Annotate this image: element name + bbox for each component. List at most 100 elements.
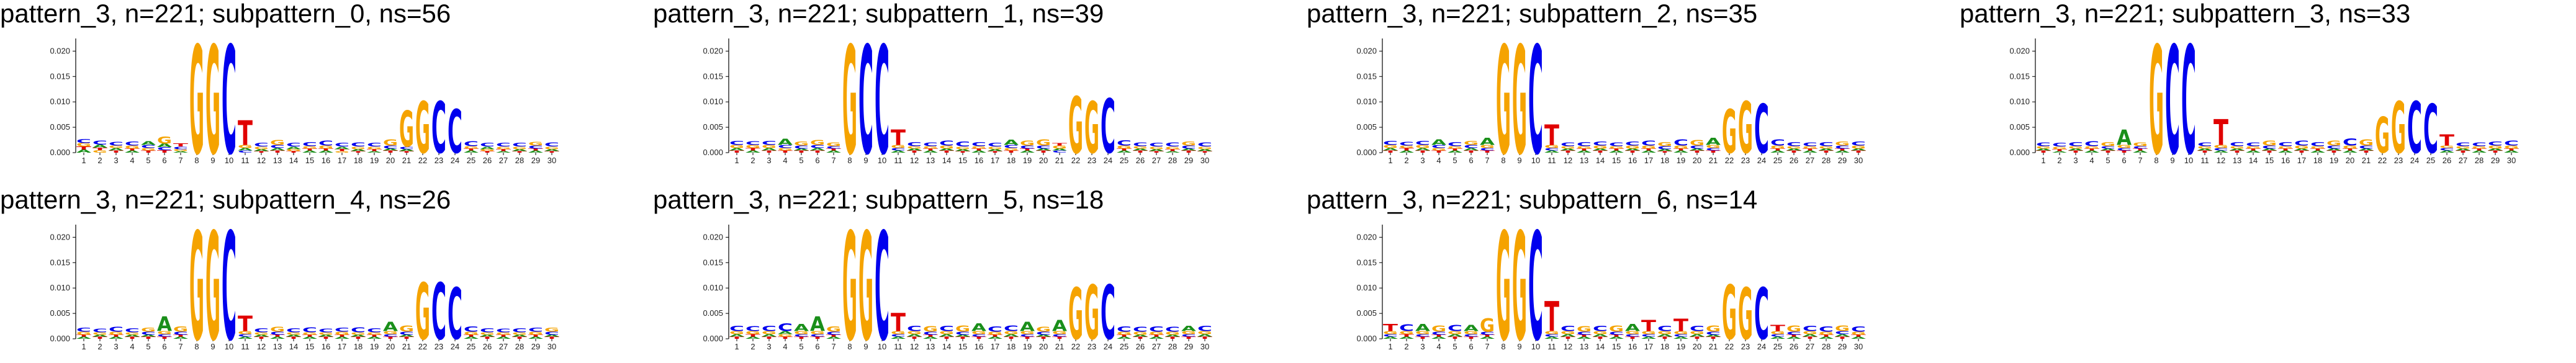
- svg-text:T: T: [351, 336, 366, 339]
- svg-text:C: C: [1197, 325, 1212, 333]
- logo-letter-C: C: [1754, 273, 1769, 356]
- logo-letter-C: C: [173, 146, 188, 150]
- x-tick-label: 8: [1501, 156, 1505, 165]
- svg-text:G: G: [794, 330, 809, 335]
- svg-text:G: G: [2472, 145, 2487, 150]
- logo-letter-A: A: [2101, 148, 2115, 151]
- svg-text:G: G: [1399, 330, 1414, 335]
- logo-letter-C: C: [270, 144, 285, 149]
- panel-title: pattern_3, n=221; subpattern_2, ns=35: [1307, 0, 1758, 28]
- svg-text:C: C: [109, 326, 124, 333]
- y-tick-label: 0.000: [703, 148, 723, 157]
- svg-text:T: T: [2133, 148, 2148, 151]
- x-tick-label: 5: [799, 156, 803, 165]
- x-tick-label: 11: [241, 342, 250, 351]
- logo-letter-T: T: [1770, 324, 1785, 334]
- svg-text:G: G: [1706, 325, 1721, 334]
- x-tick-label: 5: [2105, 156, 2110, 165]
- logo-letter-C: C: [1101, 271, 1115, 357]
- svg-text:G: G: [2294, 145, 2309, 150]
- logo-letter-G: G: [238, 330, 253, 335]
- x-tick-label: 17: [338, 156, 346, 165]
- logo-letter-G: G: [1004, 147, 1019, 151]
- logo-letter-A: A: [1383, 147, 1398, 151]
- svg-text:T: T: [76, 146, 91, 151]
- svg-text:A: A: [923, 336, 938, 339]
- logo-letter-C: C: [794, 145, 809, 150]
- logo-letter-G: G: [1068, 273, 1083, 356]
- svg-text:C: C: [464, 325, 479, 333]
- x-tick-label: 27: [1806, 342, 1814, 351]
- svg-text:T: T: [1803, 336, 1817, 339]
- panel-title: pattern_3, n=221; subpattern_4, ns=26: [0, 185, 451, 214]
- svg-text:T: T: [1835, 148, 1850, 151]
- x-tick-label: 24: [451, 156, 459, 165]
- svg-text:C: C: [1851, 140, 1866, 147]
- logo-letter-G: G: [1722, 98, 1737, 168]
- logo-letter-G: G: [496, 146, 511, 150]
- x-tick-label: 3: [2073, 156, 2078, 165]
- svg-text:T: T: [745, 333, 760, 338]
- logo-letter-C: C: [1593, 325, 1608, 333]
- logo-letter-C: C: [448, 98, 462, 168]
- logo-letter-C: C: [1181, 333, 1196, 338]
- logo-letter-A: A: [1577, 150, 1592, 153]
- svg-text:G: G: [2197, 145, 2212, 150]
- svg-text:C: C: [1851, 325, 1866, 333]
- logo-letter-G: G: [971, 145, 986, 150]
- logo-letter-G: G: [891, 330, 906, 335]
- logo-letter-G: G: [2230, 145, 2245, 150]
- svg-text:G: G: [2068, 145, 2083, 150]
- x-tick-label: 7: [178, 342, 182, 351]
- logo-letter-A: A: [1577, 336, 1592, 339]
- svg-text:T: T: [157, 150, 172, 154]
- svg-text:T: T: [1448, 148, 1462, 151]
- svg-text:T: T: [2101, 150, 2115, 153]
- svg-text:G: G: [383, 330, 398, 335]
- logo-letter-G: G: [2084, 145, 2099, 150]
- logo-letter-G: G: [528, 331, 543, 336]
- x-tick-label: 19: [1023, 342, 1032, 351]
- logo-letter-A: A: [335, 336, 349, 339]
- x-tick-label: 14: [1596, 156, 1605, 165]
- logo-letter-T: T: [1577, 148, 1592, 151]
- svg-text:T: T: [907, 336, 922, 339]
- logo-letter-T: T: [2326, 150, 2341, 153]
- x-tick-label: 9: [1517, 156, 1521, 165]
- svg-text:G: G: [2504, 145, 2519, 150]
- logo-letter-T: T: [729, 336, 744, 339]
- x-tick-label: 20: [1039, 156, 1048, 165]
- svg-text:T: T: [1706, 336, 1721, 339]
- svg-text:G: G: [2262, 140, 2277, 147]
- logo-letter-A: A: [1036, 334, 1051, 337]
- logo-letter-C: C: [1609, 331, 1624, 336]
- logo-letter-A: A: [2133, 150, 2148, 153]
- logo-letter-C: C: [971, 333, 986, 338]
- svg-text:G: G: [512, 331, 527, 336]
- logo-letter-C: C: [76, 138, 91, 145]
- x-tick-label: 2: [1404, 342, 1408, 351]
- svg-text:C: C: [157, 333, 172, 338]
- logo-letter-G: G: [1036, 326, 1051, 333]
- logo-letter-G: G: [480, 148, 495, 151]
- logo-letter-A: A: [76, 336, 91, 339]
- logo-letter-C: C: [1754, 91, 1769, 168]
- svg-text:T: T: [1577, 148, 1592, 151]
- x-tick-label: 1: [734, 156, 739, 165]
- svg-text:G: G: [399, 325, 414, 334]
- logo-letter-T: T: [971, 336, 986, 339]
- panel-title: pattern_3, n=221; subpattern_3, ns=33: [1960, 0, 2411, 28]
- logo-letter-G: G: [496, 331, 511, 336]
- svg-text:G: G: [842, 202, 857, 363]
- logo-letter-G: G: [1133, 145, 1148, 150]
- logo-letter-A: A: [2456, 148, 2470, 151]
- logo-letter-T: T: [2488, 150, 2503, 153]
- x-tick-label: 17: [991, 342, 999, 351]
- logo-letter-G: G: [2052, 146, 2067, 150]
- logo-letter-C: C: [141, 331, 156, 336]
- logo-letter-A: A: [512, 334, 527, 337]
- svg-text:G: G: [157, 330, 172, 335]
- logo-grid: pattern_3, n=221; subpattern_0, ns=56 0.0…: [0, 0, 2519, 363]
- logo-letter-G: G: [205, 202, 220, 363]
